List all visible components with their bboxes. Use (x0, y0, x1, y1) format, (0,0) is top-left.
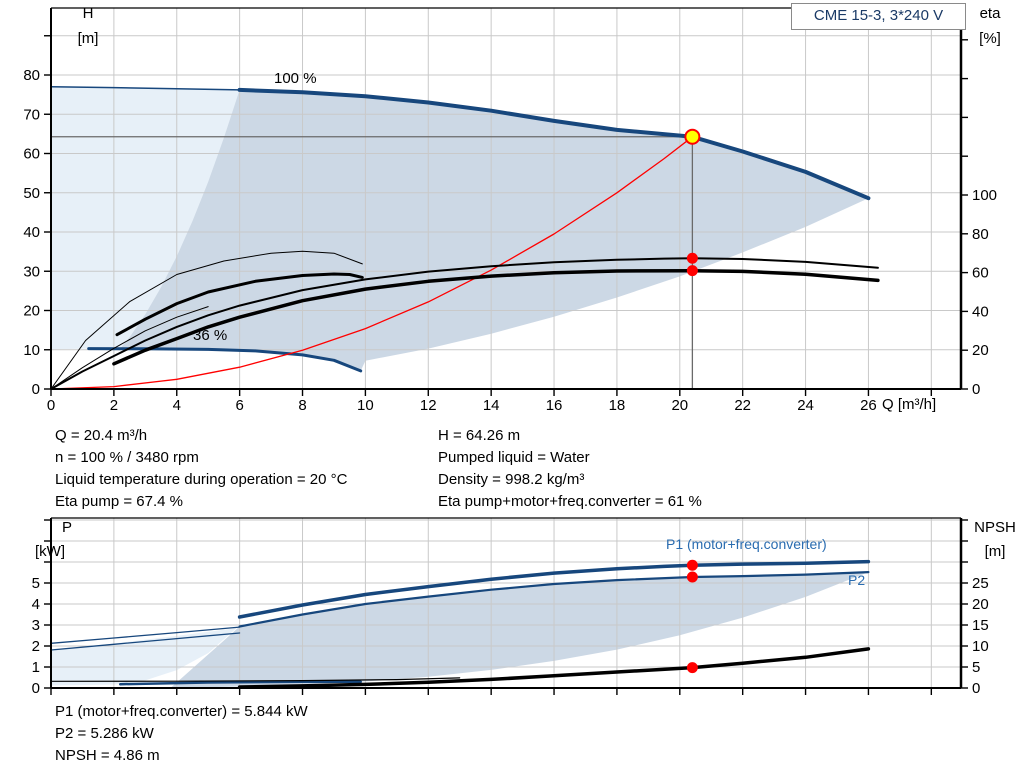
tick-label-x: 0 (47, 397, 55, 414)
tick-label-left: 1 (32, 659, 40, 676)
tick-label-x: 2 (110, 397, 118, 414)
top-right-axis-title: eta (979, 5, 1001, 22)
info-h: H = 64.26 m (438, 427, 521, 444)
bottom-right-axis-unit: [m] (984, 543, 1006, 560)
tick-label-x: 8 (298, 397, 306, 414)
info-p2: P2 = 5.286 kW (55, 725, 154, 742)
tick-label-left: 70 (23, 106, 40, 123)
tick-label-x: 4 (173, 397, 181, 414)
tick-label-x: 12 (420, 397, 437, 414)
info-q: Q = 20.4 m³/h (55, 427, 148, 444)
curve-p-36pct (118, 680, 362, 686)
x-axis-title: Q [m³/h] (882, 396, 937, 413)
tick-label-right: 25 (972, 575, 989, 592)
tick-label-x: 6 (235, 397, 243, 414)
top-right-axis-unit: [%] (979, 30, 1001, 47)
duty-info-right: H = 64.26 m Pumped liquid = Water Densit… (438, 425, 702, 513)
info-p1: P1 (motor+freq.converter) = 5.844 kW (55, 703, 308, 720)
tick-label-right: 15 (972, 617, 989, 634)
tick-label-x: 16 (546, 397, 563, 414)
curve-eta-arc-small (50, 250, 363, 390)
tick-label-right: 0 (972, 680, 980, 697)
tick-label-left: 10 (23, 342, 40, 359)
curve-head-100pct-thin (50, 86, 241, 91)
info-pumped-liquid: Pumped liquid = Water (438, 449, 590, 466)
tick-label-x: 26 (860, 397, 877, 414)
info-eta-total: Eta pump+motor+freq.converter = 61 % (438, 493, 702, 510)
tick-label-right: 10 (972, 638, 989, 655)
tick-label-x: 22 (734, 397, 751, 414)
operating-point (684, 128, 701, 145)
envelope-dark (120, 89, 869, 371)
power-info: P1 (motor+freq.converter) = 5.844 kW P2 … (55, 701, 308, 767)
curve-eta-total (112, 268, 880, 366)
top-left-axis-unit: [m] (77, 30, 99, 47)
curve-head-100pct (237, 87, 871, 201)
bottom-left-axis-title: P (61, 519, 72, 536)
bottom-right-axis-title: NPSH (974, 519, 1016, 536)
tick-label-x: 20 (671, 397, 688, 414)
tick-label-right: 5 (972, 659, 980, 676)
curve-eta-fan-line (50, 306, 209, 390)
tick-label-right: 60 (972, 265, 989, 282)
curve-system-curve (50, 136, 694, 390)
tick-label-left: 80 (23, 67, 40, 84)
tick-label-left: 60 (23, 146, 40, 163)
info-eta-pump: Eta pump = 67.4 % (55, 493, 183, 510)
speed-36pct-label: 36 % (193, 327, 228, 344)
tick-label-left: 2 (32, 638, 40, 655)
tick-label-left: 5 (32, 575, 40, 592)
top-left-axis-title: H (82, 5, 94, 22)
tick-label-left: 4 (32, 596, 40, 613)
tick-label-right: 20 (972, 342, 989, 359)
tick-label-right: 100 (972, 187, 997, 204)
tick-label-x: 18 (609, 397, 626, 414)
duty-info-left: Q = 20.4 m³/h n = 100 % / 3480 rpm Liqui… (55, 425, 347, 513)
info-liquid-temp: Liquid temperature during operation = 20… (55, 471, 348, 488)
tick-label-left: 50 (23, 185, 40, 202)
tick-label-x: 24 (797, 397, 814, 414)
p2-curve-label: P2 (848, 572, 866, 588)
tick-label-left: 20 (23, 303, 40, 320)
npsh-point (686, 662, 698, 674)
tick-label-right: 40 (972, 303, 989, 320)
tick-label-x: 14 (483, 397, 500, 414)
curve-p1-thin (50, 626, 241, 644)
speed-100pct-label: 100 % (274, 70, 317, 87)
pump-model-title-box: CME 15-3, 3*240 V (791, 3, 966, 30)
bottom-left-axis-unit: [kW] (35, 543, 65, 560)
envelope-light-b (51, 628, 237, 686)
curve-npsh-thin (50, 677, 461, 682)
curve-p2-curve (238, 571, 870, 628)
p1-curve-label: P1 (motor+freq.converter) (666, 536, 827, 552)
info-density: Density = 998.2 kg/m³ (438, 471, 585, 488)
info-npsh: NPSH = 4.86 m (55, 747, 160, 764)
curve-p1-curve (237, 559, 871, 619)
tick-label-left: 30 (23, 263, 40, 280)
curve-p2-thin (50, 632, 241, 651)
tick-label-left: 0 (32, 381, 40, 398)
tick-label-left: 40 (23, 224, 40, 241)
curve-eta-arc-reduced (115, 272, 364, 337)
p2-point (686, 571, 698, 583)
info-n: n = 100 % / 3480 rpm (55, 449, 199, 466)
tick-label-right: 20 (972, 596, 989, 613)
eta-total-point (686, 265, 698, 277)
tick-label-left: 0 (32, 680, 40, 697)
tick-label-right: 0 (972, 381, 980, 398)
tick-label-right: 80 (972, 226, 989, 243)
envelope-dark-b (170, 572, 869, 688)
tick-label-left: 3 (32, 617, 40, 634)
p1-point (686, 559, 698, 571)
eta-pump-point (686, 252, 698, 264)
curve-eta-pump (50, 257, 879, 390)
curve-npsh-curve (237, 647, 871, 689)
envelope-light (51, 86, 240, 350)
tick-label-x: 10 (357, 397, 374, 414)
